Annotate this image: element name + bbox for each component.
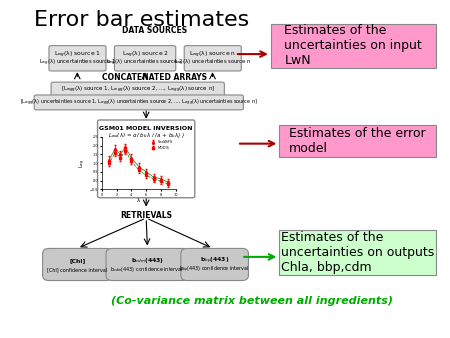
Text: RETRIEVALS: RETRIEVALS — [120, 211, 172, 220]
Text: CONCATENATED ARRAYS: CONCATENATED ARRAYS — [102, 73, 207, 82]
Text: Estimates of the
uncertainties on input
LwN: Estimates of the uncertainties on input … — [284, 24, 422, 67]
FancyBboxPatch shape — [106, 248, 189, 281]
Text: [L$_{wgg}$(λ) uncertainties source 1, L$_{wgg}$(λ) uncertainties source 2, ..., : [L$_{wgg}$(λ) uncertainties source 1, L$… — [20, 97, 257, 107]
FancyBboxPatch shape — [279, 230, 436, 275]
Text: b$_{bp}$(443) confidence interval: b$_{bp}$(443) confidence interval — [179, 264, 250, 275]
Text: Estimates of the error
model: Estimates of the error model — [289, 127, 426, 155]
FancyBboxPatch shape — [114, 46, 176, 71]
Text: [L$_{wgg}$(λ) source 1, L$_{wgg}$(λ) source 2, ..., L$_{wgg}$(λ) source n]: [L$_{wgg}$(λ) source 1, L$_{wgg}$(λ) sou… — [61, 84, 215, 95]
Text: L$_{wg}$(λ) uncertainties source 1: L$_{wg}$(λ) uncertainties source 1 — [39, 58, 116, 69]
FancyBboxPatch shape — [184, 46, 241, 71]
FancyBboxPatch shape — [51, 82, 225, 97]
Text: b$_{cdm}$(443) confidence interval: b$_{cdm}$(443) confidence interval — [110, 265, 184, 274]
Text: L$_{wg}$(λ) source n: L$_{wg}$(λ) source n — [189, 49, 236, 60]
Text: Error bar estimates: Error bar estimates — [34, 10, 249, 30]
Text: (Co-variance matrix between all ingredients): (Co-variance matrix between all ingredie… — [111, 296, 393, 306]
Text: L$_{wg}$(λ) uncertainties source n: L$_{wg}$(λ) uncertainties source n — [174, 58, 252, 69]
Text: GSM01 MODEL INVERSION: GSM01 MODEL INVERSION — [99, 126, 193, 131]
Text: L$_{wg}$(λ) source 2: L$_{wg}$(λ) source 2 — [122, 49, 169, 60]
FancyBboxPatch shape — [43, 248, 112, 281]
FancyBboxPatch shape — [34, 95, 243, 110]
FancyBboxPatch shape — [181, 248, 248, 281]
FancyBboxPatch shape — [98, 120, 195, 198]
Text: DATA SOURCES: DATA SOURCES — [122, 26, 187, 35]
Text: L$_{wg}$(λ) uncertainties source 2: L$_{wg}$(λ) uncertainties source 2 — [106, 58, 184, 69]
Text: [Chl]: [Chl] — [69, 258, 86, 263]
Text: b$_{cdm}$(443): b$_{cdm}$(443) — [130, 256, 164, 265]
FancyBboxPatch shape — [271, 24, 436, 68]
Text: L$_{wg}$(λ) = g( b$_b$λ / (a + b$_b$λ) ): L$_{wg}$(λ) = g( b$_b$λ / (a + b$_b$λ) ) — [108, 132, 185, 142]
Text: L$_{wg}$(λ) source 1: L$_{wg}$(λ) source 1 — [54, 49, 101, 60]
Text: b$_{bp}$(443): b$_{bp}$(443) — [200, 256, 230, 266]
FancyBboxPatch shape — [49, 46, 106, 71]
FancyBboxPatch shape — [279, 125, 436, 157]
Text: Estimates of the
uncertainties on outputs
Chla, bbp,cdm: Estimates of the uncertainties on output… — [281, 231, 434, 274]
Text: [Chl] confidence interval: [Chl] confidence interval — [47, 267, 108, 272]
